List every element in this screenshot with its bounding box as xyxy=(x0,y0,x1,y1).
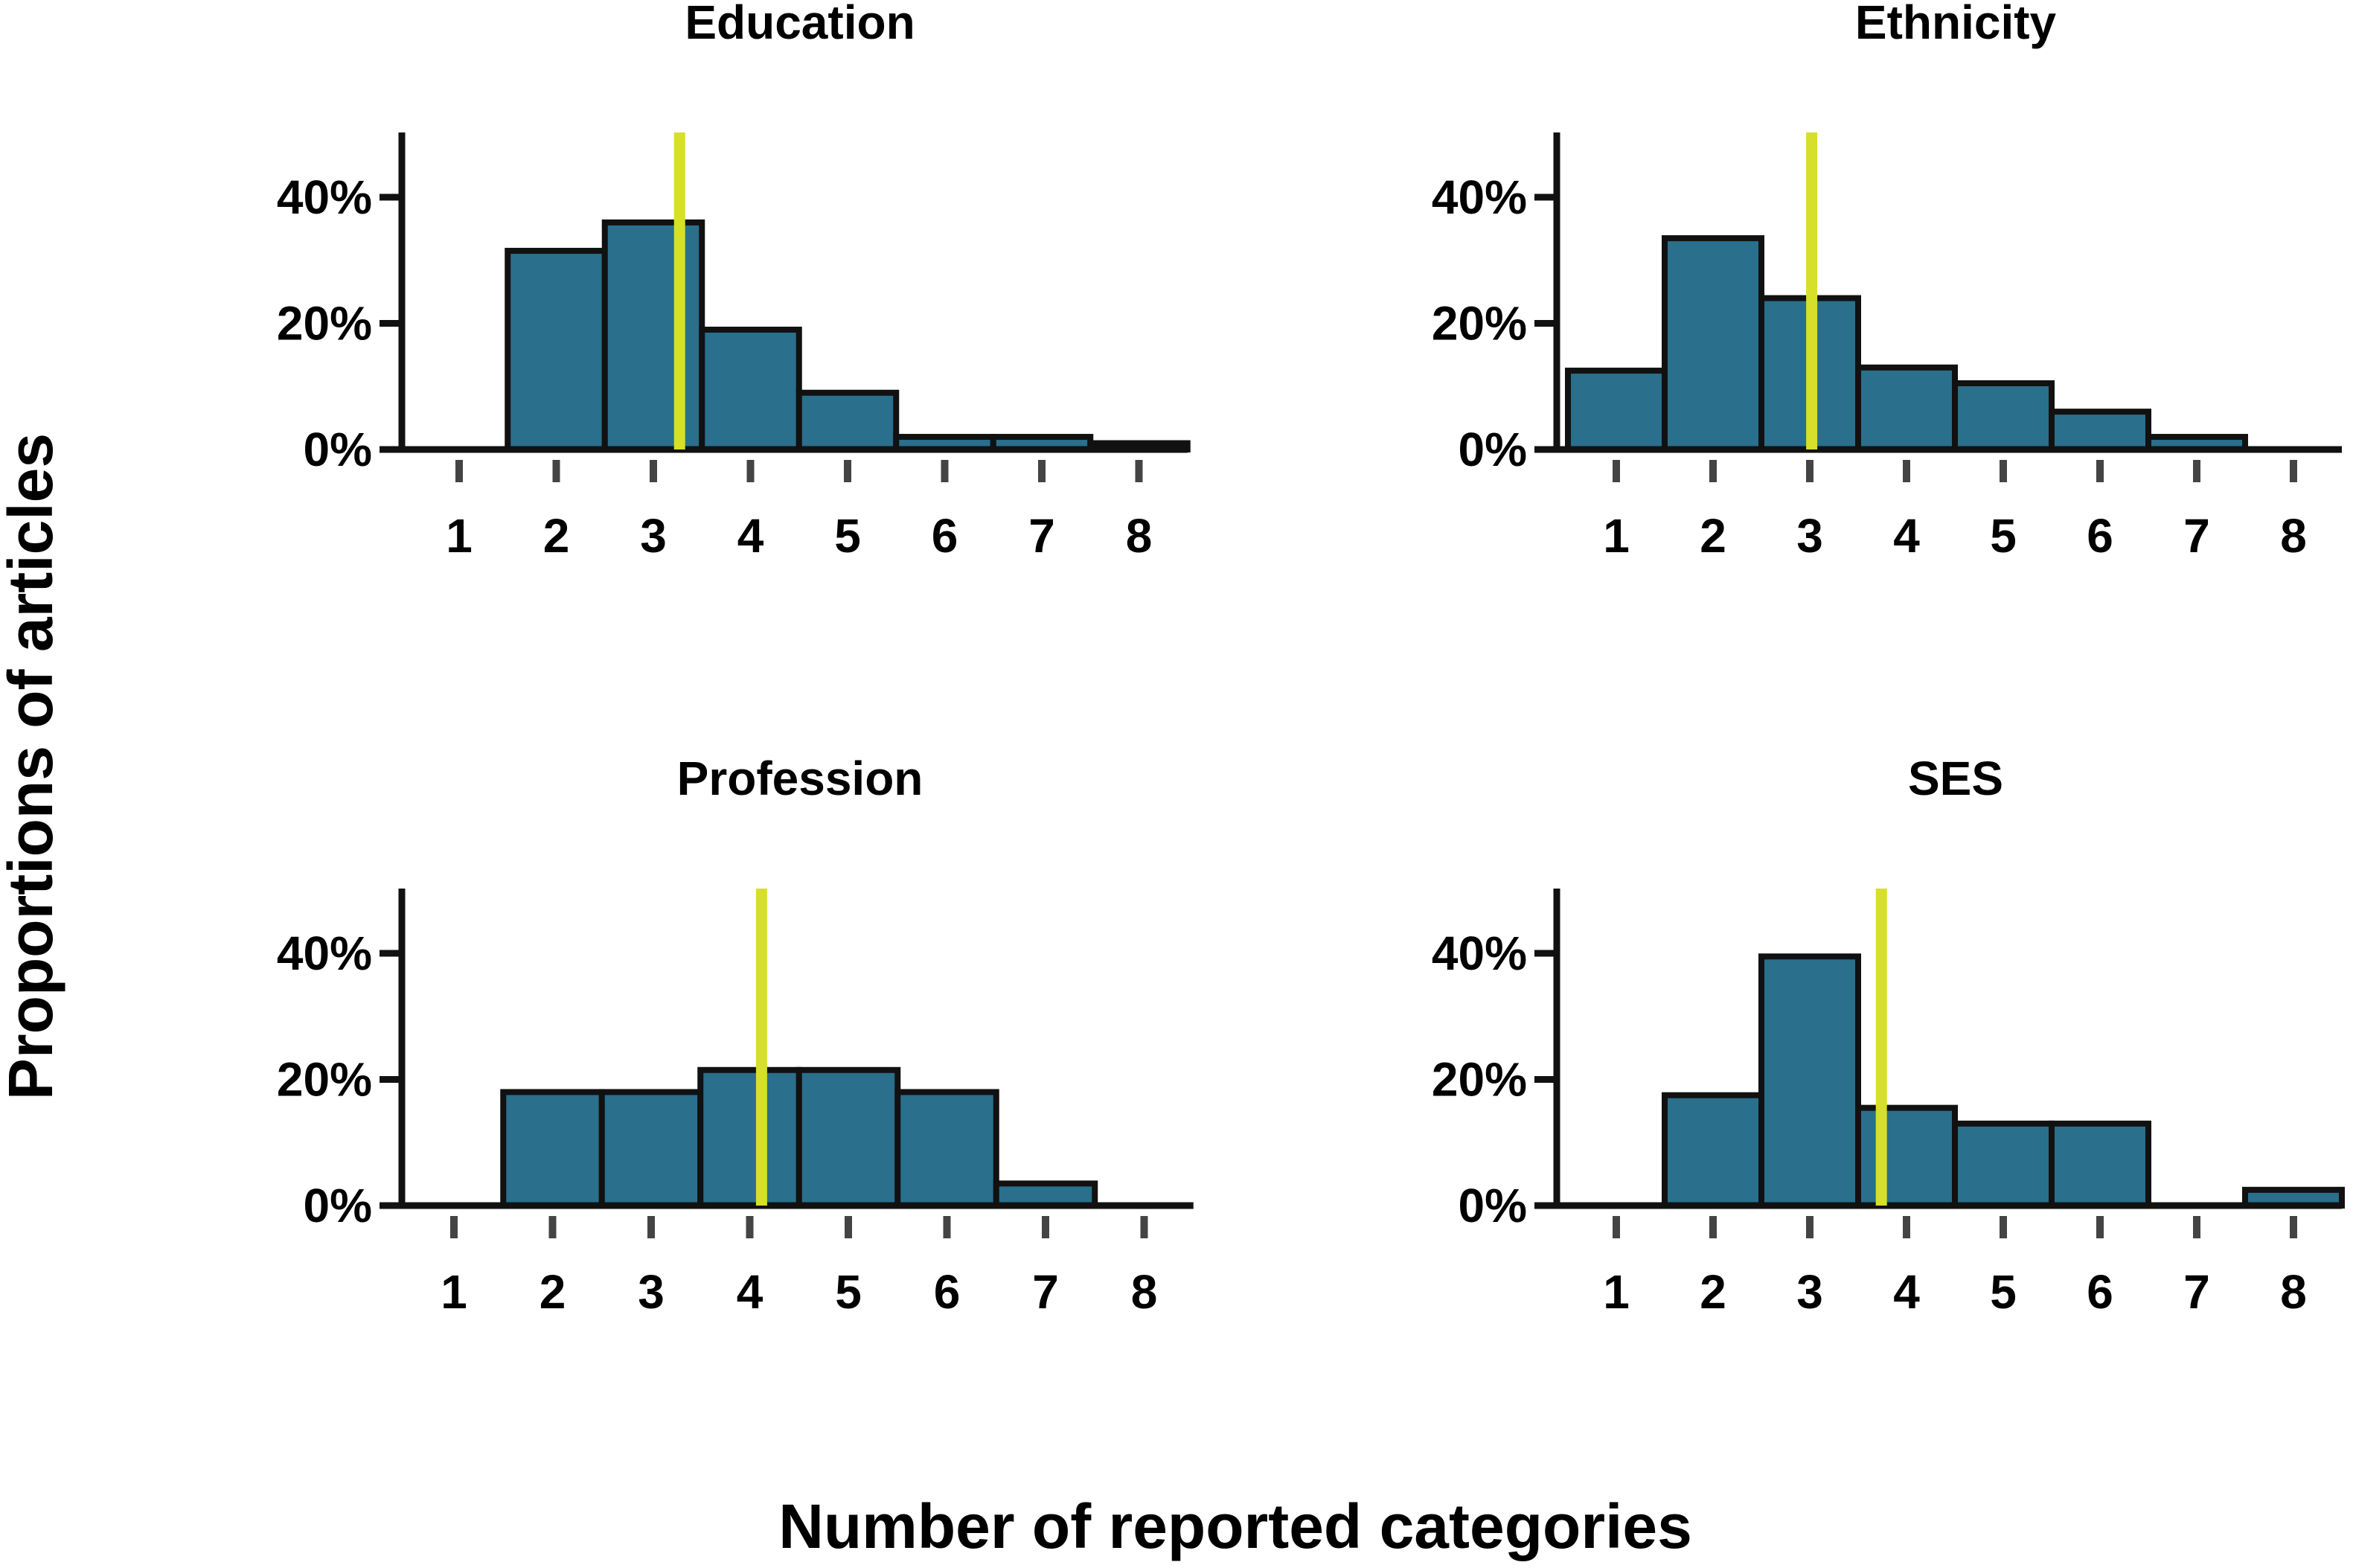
x-tick-label: 2 xyxy=(540,1265,566,1319)
bar-3 xyxy=(1758,953,1861,1209)
x-tick-label: 8 xyxy=(2280,1265,2307,1319)
bar-6 xyxy=(894,1089,999,1209)
x-tick-label: 4 xyxy=(1893,1265,1920,1319)
x-tick-label: 2 xyxy=(543,509,570,563)
panel-title: Profession xyxy=(677,752,923,805)
panel-title: Ethnicity xyxy=(1855,0,2057,49)
x-tick-label: 3 xyxy=(1796,509,1823,563)
x-tick-label: 1 xyxy=(446,509,473,563)
x-tick-label: 7 xyxy=(2183,509,2210,563)
y-tick-label: 20% xyxy=(1432,1053,1527,1107)
y-tick-label: 20% xyxy=(1432,297,1527,351)
x-tick-label: 5 xyxy=(1990,509,2017,563)
x-tick-label: 4 xyxy=(737,1265,763,1319)
bar-5 xyxy=(795,1066,901,1209)
y-tick-label: 0% xyxy=(1459,1179,1528,1232)
x-tick-label: 6 xyxy=(934,1265,961,1319)
y-axis-label: Proportions of articles xyxy=(0,433,65,1100)
bar-2 xyxy=(500,1089,605,1209)
bar-3 xyxy=(601,219,705,452)
x-tick-label: 8 xyxy=(1126,509,1153,563)
bar-2 xyxy=(1662,1092,1764,1209)
x-tick-label: 3 xyxy=(638,1265,665,1319)
bar-2 xyxy=(1662,235,1764,452)
x-tick-label: 4 xyxy=(1893,509,1920,563)
bar-1 xyxy=(1565,368,1668,452)
bar-5 xyxy=(795,389,900,452)
x-tick-label: 8 xyxy=(1131,1265,1158,1319)
x-tick-label: 1 xyxy=(1603,1265,1630,1319)
y-tick-label: 40% xyxy=(1432,927,1527,980)
bar-4 xyxy=(699,326,802,452)
x-tick-label: 6 xyxy=(2087,1265,2113,1319)
y-tick-label: 0% xyxy=(304,423,373,476)
bar-7 xyxy=(993,1180,1098,1209)
bar-4 xyxy=(1855,1104,1958,1209)
y-tick-label: 20% xyxy=(277,297,372,351)
x-tick-label: 5 xyxy=(1990,1265,2017,1319)
y-tick-label: 0% xyxy=(304,1179,373,1232)
x-tick-label: 6 xyxy=(2087,509,2113,563)
x-tick-label: 4 xyxy=(737,509,764,563)
panel-education: Education 0% 20% 40% 1 2 3 4 5 6 7 8 xyxy=(277,0,1191,563)
y-tick-label: 40% xyxy=(277,927,372,980)
y-tick-label: 0% xyxy=(1459,423,1528,476)
x-tick-label: 1 xyxy=(441,1265,467,1319)
panel-profession: Profession 0% 20% 40% 1 2 3 4 5 6 7 8 xyxy=(277,752,1194,1319)
x-tick-label: 6 xyxy=(932,509,958,563)
y-tick-label: 40% xyxy=(1432,170,1527,224)
x-tick-label: 1 xyxy=(1603,509,1630,563)
y-tick-label: 40% xyxy=(277,170,372,224)
x-tick-label: 5 xyxy=(835,1265,862,1319)
bar-2 xyxy=(505,248,608,452)
x-tick-label: 7 xyxy=(1028,509,1055,563)
x-tick-label: 2 xyxy=(1700,1265,1726,1319)
x-tick-label: 3 xyxy=(640,509,667,563)
x-tick-label: 7 xyxy=(1032,1265,1059,1319)
x-tick-label: 5 xyxy=(834,509,861,563)
x-axis-label: Number of reported categories xyxy=(778,1491,1692,1561)
bar-4 xyxy=(1855,364,1958,453)
bar-6 xyxy=(2049,409,2151,453)
panel-ethnicity: Ethnicity 0% 20% 40% 1 2 3 4 5 6 7 8 xyxy=(1432,0,2342,563)
y-tick-label: 20% xyxy=(277,1053,372,1107)
bar-3 xyxy=(598,1089,704,1209)
x-tick-label: 7 xyxy=(2183,1265,2210,1319)
panel-ses: SES 0% 20% 40% 1 2 3 4 5 6 7 8 xyxy=(1432,752,2345,1319)
x-tick-label: 3 xyxy=(1796,1265,1823,1319)
bar-5 xyxy=(1952,380,2055,453)
x-tick-label: 8 xyxy=(2280,509,2307,563)
bar-5 xyxy=(1952,1120,2055,1209)
bar-4 xyxy=(697,1066,802,1209)
x-tick-label: 2 xyxy=(1700,509,1726,563)
panel-title: Education xyxy=(685,0,915,49)
bar-6 xyxy=(2049,1120,2151,1209)
panel-title: SES xyxy=(1908,752,2003,805)
